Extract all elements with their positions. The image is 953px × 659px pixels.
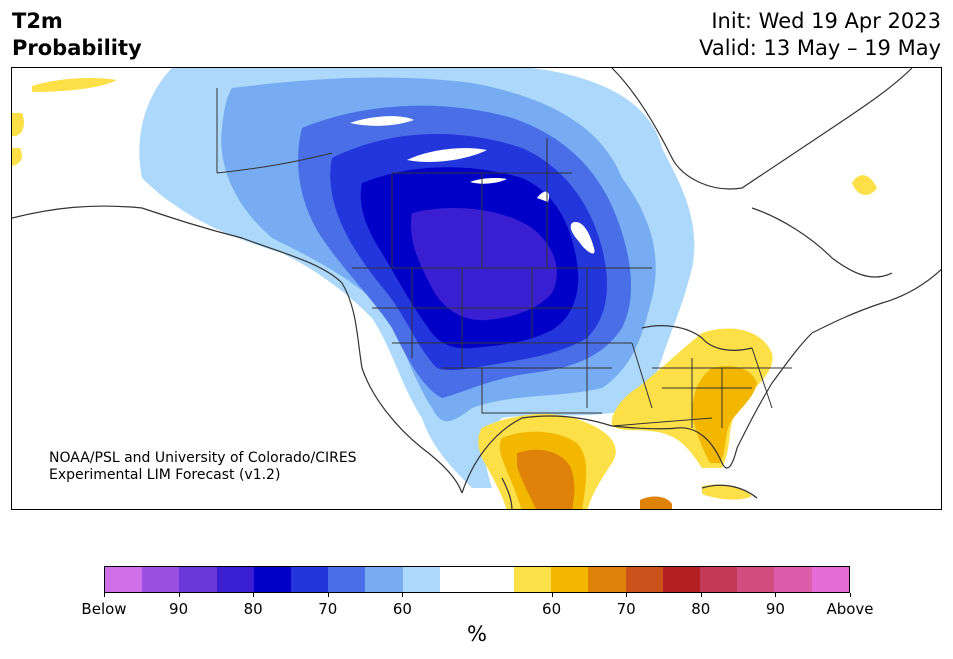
colorbar: [104, 566, 850, 593]
colorbar-segment-7: [365, 567, 403, 592]
colorbar-tick-label: 60: [392, 600, 412, 618]
init-date: Init: Wed 19 Apr 2023: [711, 9, 941, 33]
colorbar-tick-label: 90: [765, 600, 785, 618]
colorbar-tick-label: Below: [81, 600, 127, 618]
title-line-2: Probability: [12, 36, 142, 60]
colorbar-tick-label: 80: [691, 600, 711, 618]
above-55-alaska-west: [12, 113, 24, 166]
colorbar-segment-14: [625, 567, 663, 592]
colorbar-segment-10: [476, 567, 515, 592]
probability-map: [12, 68, 941, 509]
colorbar-tick-label: 60: [542, 600, 562, 618]
below-80-contour: [411, 208, 557, 321]
map-title: T2m Probability: [12, 8, 142, 62]
colorbar-segment-5: [290, 567, 329, 592]
lake-winnipeg: [570, 222, 595, 254]
state-province-borders: [216, 88, 792, 428]
colorbar-tick-mark: [402, 593, 404, 597]
colorbar-segment-18: [774, 567, 812, 592]
colorbar-tick-mark: [551, 593, 553, 597]
colorbar-segment-2: [179, 567, 217, 592]
above-55-labrador: [852, 175, 877, 195]
colorbar-tick-mark: [178, 593, 180, 597]
credit-line-2: Experimental LIM Forecast (v1.2): [49, 467, 281, 483]
colorbar-segment-11: [514, 567, 552, 592]
colorbar-segment-15: [662, 567, 700, 592]
colorbar-unit-label: %: [467, 622, 487, 646]
valid-period: Valid: 13 May – 19 May: [699, 36, 941, 60]
colorbar-tick-mark: [253, 593, 255, 597]
above-55-alaska-north: [32, 78, 117, 92]
colorbar-tick-mark: [327, 593, 329, 597]
colorbar-tick-mark: [626, 593, 628, 597]
colorbar-segment-9: [439, 567, 477, 592]
colorbar-tick-mark: [775, 593, 777, 597]
colorbar-tick-mark: [850, 593, 851, 597]
colorbar-tick-label: Above: [826, 600, 874, 618]
colorbar-tick-mark: [700, 593, 702, 597]
reindeer-lake: [537, 191, 550, 202]
colorbar-segment-6: [328, 567, 366, 592]
colorbar-tick-label: 90: [169, 600, 189, 618]
colorbar-segment-12: [551, 567, 589, 592]
lake-athabasca: [470, 178, 507, 184]
above-65-cuba: [640, 496, 672, 509]
above-65-mexico: [517, 449, 575, 509]
coastlines: [12, 68, 941, 509]
great-bear-lake: [350, 116, 414, 126]
credit-line-1: NOAA/PSL and University of Colorado/CIRE…: [49, 450, 357, 466]
colorbar-segment-0: [105, 567, 143, 592]
colorbar-segment-4: [253, 567, 291, 592]
colorbar-tick-label: 70: [616, 600, 636, 618]
colorbar-segment-17: [737, 567, 775, 592]
colorbar-segment-16: [700, 567, 738, 592]
colorbar-segment-1: [142, 567, 180, 592]
colorbar-tick-mark: [104, 593, 105, 597]
above-60-southeast: [692, 366, 757, 463]
colorbar-segment-13: [588, 567, 626, 592]
title-line-1: T2m: [12, 9, 63, 33]
colorbar-segment-3: [216, 567, 254, 592]
data-credit: NOAA/PSL and University of Colorado/CIRE…: [49, 450, 357, 484]
colorbar-segment-19: [811, 567, 849, 592]
colorbar-tick-label: 70: [318, 600, 338, 618]
colorbar-segment-8: [402, 567, 440, 592]
colorbar-tick-label: 80: [243, 600, 263, 618]
map-panel: [11, 67, 942, 510]
great-slave-lake: [407, 148, 487, 162]
forecast-dates: Init: Wed 19 Apr 2023 Valid: 13 May – 19…: [699, 8, 941, 62]
